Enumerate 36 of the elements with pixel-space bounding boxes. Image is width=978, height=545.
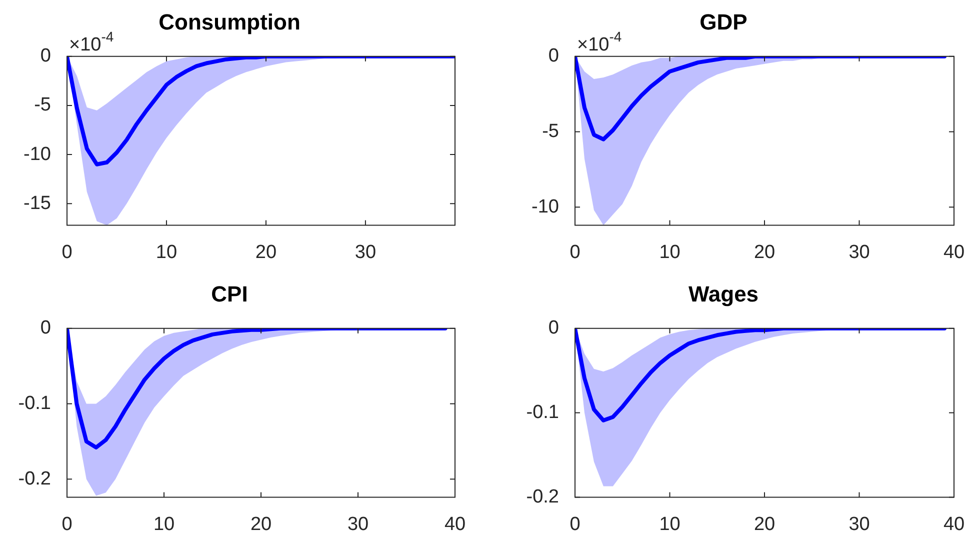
x-tick-label: 30 bbox=[347, 514, 369, 535]
x-tick-label: 30 bbox=[354, 242, 376, 263]
chart-title: Wages bbox=[688, 281, 759, 306]
y-tick-label: -5 bbox=[542, 120, 559, 142]
x-tick-label: 40 bbox=[943, 242, 965, 263]
y-tick-label: -0.2 bbox=[18, 468, 51, 490]
y-tick-label: -10 bbox=[532, 196, 559, 218]
x-tick-label: 10 bbox=[659, 242, 680, 263]
y-tick-label: -0.1 bbox=[526, 402, 559, 424]
y-tick-label: 0 bbox=[548, 318, 559, 339]
x-tick-label: 30 bbox=[848, 514, 870, 535]
chart-title: Consumption bbox=[158, 9, 300, 34]
x-tick-label: 20 bbox=[250, 514, 272, 535]
y-tick-label: -0.1 bbox=[18, 392, 51, 414]
x-tick-label: 0 bbox=[62, 514, 72, 535]
x-tick-label: 0 bbox=[62, 242, 72, 263]
y-tick-label: -5 bbox=[34, 94, 51, 116]
x-tick-label: 40 bbox=[943, 514, 965, 535]
x-tick-label: 40 bbox=[444, 514, 466, 535]
chart-title: GDP bbox=[700, 9, 748, 34]
y-tick-label: 0 bbox=[40, 46, 51, 67]
y-tick-label: -15 bbox=[24, 192, 51, 214]
x-tick-label: 0 bbox=[570, 242, 580, 263]
y-tick-label: 0 bbox=[40, 318, 51, 339]
x-tick-label: 0 bbox=[570, 514, 580, 535]
x-tick-label: 10 bbox=[659, 514, 680, 535]
chart-title: CPI bbox=[211, 281, 248, 306]
y-tick-label: 0 bbox=[548, 46, 559, 67]
x-tick-label: 20 bbox=[255, 242, 277, 263]
x-tick-label: 10 bbox=[153, 514, 175, 535]
x-tick-label: 20 bbox=[754, 514, 776, 535]
y-tick-label: -0.2 bbox=[526, 486, 559, 508]
x-tick-label: 20 bbox=[754, 242, 776, 263]
x-tick-label: 30 bbox=[848, 242, 870, 263]
y-tick-label: -10 bbox=[24, 144, 51, 165]
x-tick-label: 10 bbox=[156, 242, 178, 263]
